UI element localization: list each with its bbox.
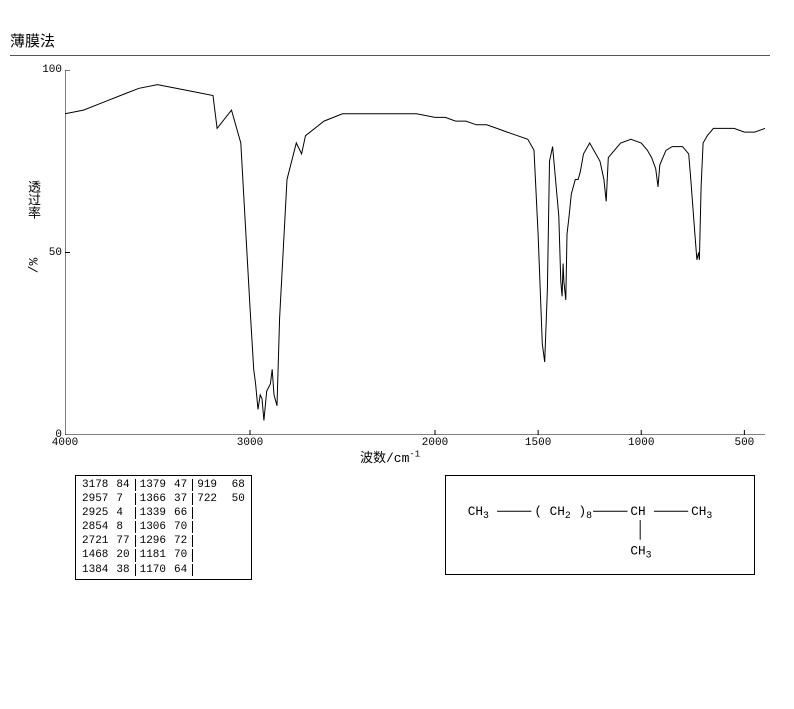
ch3-right: CH3 <box>691 504 712 521</box>
peak-wn: 2721 <box>79 535 111 547</box>
peak-wn: 722 <box>192 493 226 505</box>
peak-wn: 1379 <box>135 479 169 491</box>
table-row: 2854 8130670 <box>79 521 248 533</box>
peak-wn: 1170 <box>135 564 169 576</box>
peak-val: 84 <box>113 479 132 491</box>
peak-wn: 2925 <box>79 507 111 519</box>
peak-wn: 1296 <box>135 535 169 547</box>
spectrum-line <box>65 85 765 421</box>
peak-val: 8 <box>113 521 132 533</box>
spectrum-plot <box>65 70 765 435</box>
peak-val: 7 <box>113 493 132 505</box>
ch3-bottom: CH3 <box>630 543 651 560</box>
spectrum-svg <box>65 70 765 435</box>
peak-val: 66 <box>171 507 190 519</box>
y-tick-label: 100 <box>36 64 62 76</box>
peak-val: 37 <box>171 493 190 505</box>
table-row: 138438117064 <box>79 564 248 576</box>
peak-wn <box>192 564 226 576</box>
x-tick-label: 2000 <box>415 437 455 449</box>
peak-val <box>229 564 248 576</box>
x-tick-label: 3000 <box>230 437 270 449</box>
method-title: 薄膜法 <box>10 30 770 56</box>
peak-val: 72 <box>171 535 190 547</box>
x-axis-label-text: 波数/cm <box>360 451 409 466</box>
table-row: 272177129672 <box>79 535 248 547</box>
peak-val: 64 <box>171 564 190 576</box>
peak-wn: 919 <box>192 479 226 491</box>
x-tick-label: 1500 <box>518 437 558 449</box>
peak-wn <box>192 535 226 547</box>
ch-group: CH <box>630 504 645 519</box>
peak-val <box>229 535 248 547</box>
peak-wn <box>192 521 226 533</box>
y-axis-label: 透过率 <box>23 180 42 219</box>
peak-val: 38 <box>113 564 132 576</box>
peak-wn: 1306 <box>135 521 169 533</box>
peak-val: 70 <box>171 521 190 533</box>
table-row: 2925 4133966 <box>79 507 248 519</box>
table-row: 146820118170 <box>79 549 248 561</box>
structure-box: CH3 ( CH2 )8 CH CH3 CH3 <box>445 475 755 575</box>
peak-wn <box>192 549 226 561</box>
x-tick-marks <box>65 430 744 435</box>
peak-val: 20 <box>113 549 132 561</box>
peak-wn: 2957 <box>79 493 111 505</box>
y-tick-marks <box>65 70 70 435</box>
ch2-group: ( CH2 )8 <box>534 504 592 521</box>
peak-wn: 1339 <box>135 507 169 519</box>
y-axis-unit: /% <box>26 258 41 274</box>
peak-wn: 1384 <box>79 564 111 576</box>
peak-wn: 1468 <box>79 549 111 561</box>
x-tick-label: 1000 <box>621 437 661 449</box>
peak-val <box>229 521 248 533</box>
structure-svg: CH3 ( CH2 )8 CH CH3 CH3 <box>446 476 754 574</box>
table-row: 317884137947 91968 <box>79 479 248 491</box>
peak-wn: 2854 <box>79 521 111 533</box>
x-tick-label: 4000 <box>45 437 85 449</box>
peak-val: 70 <box>171 549 190 561</box>
peak-val: 47 <box>171 479 190 491</box>
peak-table-inner: 317884137947 919682957 7136637 722502925… <box>77 477 250 578</box>
peak-val: 4 <box>113 507 132 519</box>
ir-spectrum-container: 薄膜法 透过率 /% 050100 4000300020001500100050… <box>0 0 794 709</box>
peak-wn <box>192 507 226 519</box>
x-axis-label-sup: -1 <box>409 450 420 460</box>
peak-val: 77 <box>113 535 132 547</box>
table-row: 2957 7136637 72250 <box>79 493 248 505</box>
peak-val <box>229 507 248 519</box>
peak-table: 317884137947 919682957 7136637 722502925… <box>75 475 252 580</box>
peak-val: 50 <box>229 493 248 505</box>
x-axis-label: 波数/cm-1 <box>360 447 420 466</box>
ch3-left: CH3 <box>468 504 489 521</box>
peak-val <box>229 549 248 561</box>
peak-wn: 1181 <box>135 549 169 561</box>
x-tick-label: 500 <box>724 437 764 449</box>
peak-wn: 3178 <box>79 479 111 491</box>
y-tick-label: 50 <box>36 247 62 259</box>
peak-val: 68 <box>229 479 248 491</box>
peak-wn: 1366 <box>135 493 169 505</box>
